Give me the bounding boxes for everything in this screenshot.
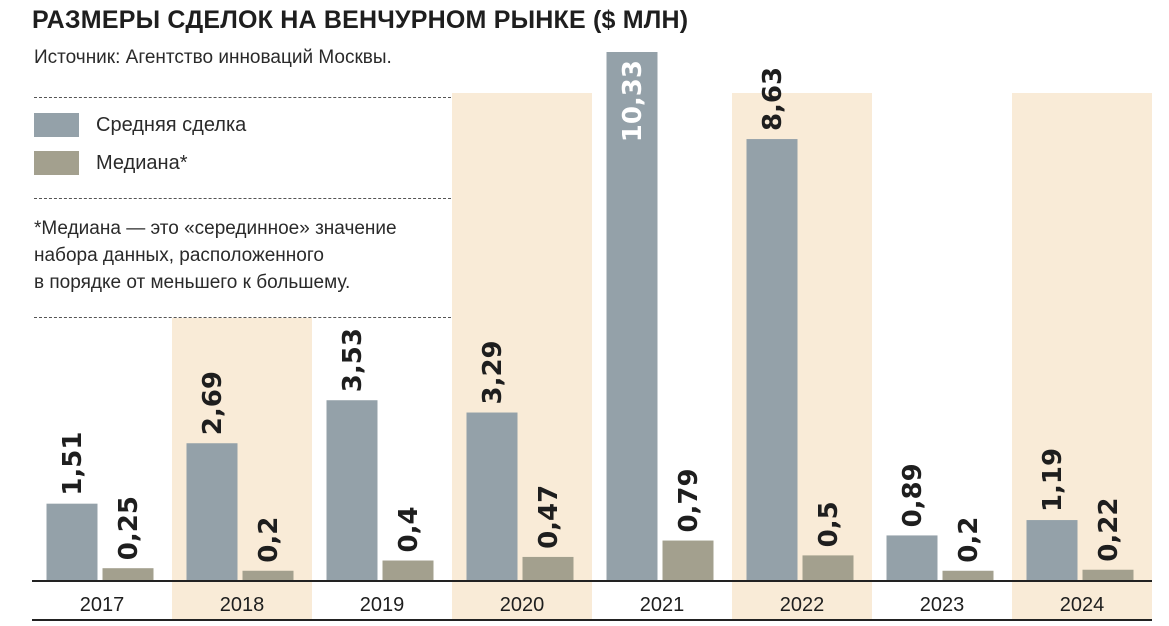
bar-median-2017 bbox=[102, 568, 154, 581]
value-label-median-2023: 0,2 bbox=[954, 517, 984, 563]
bar-average-2019 bbox=[326, 400, 378, 581]
value-label-average-2019: 3,53 bbox=[338, 328, 368, 392]
value-label-average-2018: 2,69 bbox=[198, 371, 228, 435]
value-label-median-2019: 0,4 bbox=[394, 506, 424, 552]
legend-item-median: Медиана* bbox=[34, 151, 187, 175]
value-label-median-2021: 0,79 bbox=[674, 468, 704, 532]
chart-title: РАЗМЕРЫ СДЕЛОК НА ВЕНЧУРНОМ РЫНКЕ ($ МЛН… bbox=[32, 6, 689, 34]
legend-swatch-median bbox=[34, 151, 79, 175]
x-tick-label-2017: 2017 bbox=[80, 594, 125, 616]
bar-average-2020 bbox=[466, 412, 518, 581]
bar-median-2019 bbox=[382, 560, 434, 581]
legend-divider-top bbox=[34, 97, 451, 98]
value-label-average-2023: 0,89 bbox=[898, 463, 928, 527]
legend-divider-bottom bbox=[34, 317, 451, 318]
legend-item-average: Средняя сделка bbox=[34, 113, 246, 137]
x-tick-label-2021: 2021 bbox=[640, 594, 685, 616]
value-label-average-2024: 1,19 bbox=[1038, 448, 1068, 512]
bar-median-2018 bbox=[242, 570, 294, 581]
bar-average-2024 bbox=[1026, 520, 1078, 581]
x-tick-label-2018: 2018 bbox=[220, 594, 265, 616]
bar-average-2018 bbox=[186, 443, 238, 581]
legend-label-average: Средняя сделка bbox=[96, 113, 247, 136]
bar-median-2020 bbox=[522, 556, 574, 581]
value-label-median-2022: 0,5 bbox=[814, 501, 844, 547]
value-label-average-2021: 10,33 bbox=[618, 60, 648, 142]
value-label-average-2022: 8,63 bbox=[758, 67, 788, 131]
value-label-median-2018: 0,2 bbox=[254, 517, 284, 563]
legend-swatch-average bbox=[34, 113, 79, 137]
bar-median-2023 bbox=[942, 570, 994, 581]
source-note: Источник: Агентство инноваций Москвы. bbox=[34, 47, 392, 68]
bar-average-2022 bbox=[746, 139, 798, 581]
value-label-average-2017: 1,51 bbox=[58, 432, 88, 496]
value-label-median-2017: 0,25 bbox=[114, 496, 144, 560]
bar-average-2021 bbox=[606, 52, 658, 581]
value-label-median-2020: 0,47 bbox=[534, 485, 564, 549]
x-tick-label-2024: 2024 bbox=[1060, 594, 1105, 616]
x-tick-label-2020: 2020 bbox=[500, 594, 545, 616]
value-label-median-2024: 0,22 bbox=[1094, 498, 1124, 562]
legend-divider-middle bbox=[34, 198, 451, 199]
x-tick-label-2022: 2022 bbox=[780, 594, 825, 616]
bar-median-2024 bbox=[1082, 569, 1134, 581]
bar-median-2021 bbox=[662, 540, 714, 581]
bar-average-2017 bbox=[46, 503, 98, 581]
value-label-average-2020: 3,29 bbox=[478, 340, 508, 404]
legend-label-median: Медиана* bbox=[96, 151, 188, 174]
bar-average-2023 bbox=[886, 535, 938, 581]
x-tick-label-2023: 2023 bbox=[920, 594, 965, 616]
x-tick-label-2019: 2019 bbox=[360, 594, 405, 616]
median-footnote: *Медиана — это «серединное» значение наб… bbox=[34, 218, 397, 293]
bar-median-2022 bbox=[802, 555, 854, 581]
